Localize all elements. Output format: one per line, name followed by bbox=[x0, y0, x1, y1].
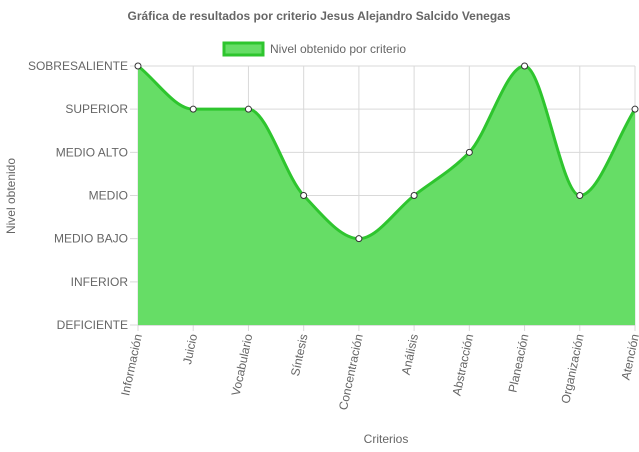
series-area-fill bbox=[138, 66, 635, 325]
x-tick-label: Análisis bbox=[399, 333, 421, 376]
data-point-análisis[interactable] bbox=[410, 192, 418, 199]
y-tick-label: MEDIO bbox=[89, 189, 128, 203]
x-axis-ticks: Información Juicio Vocabulario Síntesis Conc… bbox=[118, 332, 639, 411]
y-axis-title: Nivel obtenido bbox=[4, 158, 18, 234]
x-tick-label: Información bbox=[118, 333, 145, 397]
y-tick-label: MEDIO BAJO bbox=[54, 232, 128, 246]
y-tick-label: SUPERIOR bbox=[65, 102, 128, 116]
x-tick-label: Síntesis bbox=[288, 333, 311, 378]
x-tick-label: Juicio bbox=[180, 332, 200, 365]
data-point-vocabulario[interactable] bbox=[244, 105, 252, 113]
y-tick-label: DEFICIENTE bbox=[57, 318, 128, 332]
y-tick-label: MEDIO ALTO bbox=[56, 145, 128, 159]
x-axis-title: Criterios bbox=[364, 432, 409, 446]
data-point-organización[interactable] bbox=[576, 192, 584, 199]
x-tick-label: Planeación bbox=[505, 333, 531, 394]
data-point-atención[interactable] bbox=[631, 105, 639, 113]
y-tick-label: SOBRESALIENTE bbox=[28, 59, 128, 73]
x-tick-label: Atención bbox=[619, 333, 639, 382]
data-point-información[interactable] bbox=[134, 62, 142, 70]
legend[interactable]: Nivel obtenido por criterio bbox=[222, 41, 406, 57]
data-point-concentración[interactable] bbox=[355, 235, 363, 243]
data-point-síntesis[interactable] bbox=[300, 192, 308, 199]
series-line bbox=[137, 64, 637, 241]
y-axis-ticks: DEFICIENTE INFERIOR MEDIO BAJO MEDIO MEDIO A… bbox=[28, 59, 128, 332]
data-point-planeación[interactable] bbox=[521, 62, 529, 70]
data-point-juicio[interactable] bbox=[189, 105, 197, 113]
legend-swatch bbox=[222, 41, 265, 57]
x-tick-label: Concentración bbox=[336, 333, 366, 412]
data-point-abstracción[interactable] bbox=[465, 148, 473, 156]
x-tick-label: Abstracción bbox=[450, 333, 477, 397]
x-tick-label: Vocabulario bbox=[229, 332, 256, 397]
series-area bbox=[137, 64, 637, 325]
x-tick-label: Organización bbox=[558, 333, 586, 405]
data-points bbox=[134, 62, 639, 243]
legend-label: Nivel obtenido por criterio bbox=[270, 42, 406, 56]
chart-title: Gráfica de resultados por criterio Jesus… bbox=[127, 9, 510, 23]
y-tick-label: INFERIOR bbox=[71, 275, 129, 289]
